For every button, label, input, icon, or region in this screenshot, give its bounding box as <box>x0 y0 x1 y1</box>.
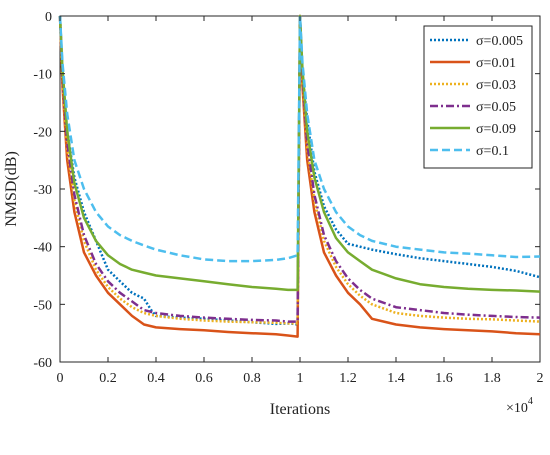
x-multiplier-base: ×10 <box>506 401 528 416</box>
y-ticks: 0 -10 -20 -30 -40 -50 -60 <box>33 10 540 371</box>
series-line-5 <box>58 14 541 263</box>
legend-box <box>423 25 533 169</box>
y-tick-label-6: -60 <box>33 356 52 371</box>
x-tick-label-5: 1 <box>297 371 304 386</box>
x-tick-label-2: 0.4 <box>147 371 165 386</box>
legend-label-2: σ=0.03 <box>476 78 516 93</box>
legend-label-3: σ=0.05 <box>476 100 516 115</box>
legend: σ=0.005 σ=0.01 σ=0.03 σ=0.05 σ=0.09 σ=0.1 <box>423 25 533 169</box>
legend-label-4: σ=0.09 <box>476 122 516 137</box>
y-tick-label-4: -40 <box>33 241 52 256</box>
x-multiplier-exponent: 4 <box>528 396 533 407</box>
x-tick-label-8: 1.6 <box>435 371 453 386</box>
y-tick-label-0: 0 <box>45 10 52 25</box>
x-tick-label-7: 1.4 <box>387 371 405 386</box>
y-tick-label-2: -20 <box>33 125 52 140</box>
series-line-0 <box>58 14 541 326</box>
x-tick-label-6: 1.2 <box>339 371 357 386</box>
series-line-2 <box>58 14 541 325</box>
y-tick-label-3: -30 <box>33 183 52 198</box>
series-line-1 <box>58 14 541 338</box>
x-ticks: 0 0.2 0.4 0.6 0.8 1 1.2 1.4 1.6 1.8 2 <box>57 16 544 386</box>
legend-label-0: σ=0.005 <box>476 34 523 49</box>
y-tick-label-5: -50 <box>33 298 52 313</box>
x-tick-label-1: 0.2 <box>99 371 117 386</box>
x-tick-label-9: 1.8 <box>483 371 501 386</box>
x-tick-label-4: 0.8 <box>243 371 261 386</box>
x-multiplier: ×104 <box>506 396 533 416</box>
series-layer <box>58 14 541 338</box>
y-tick-label-1: -10 <box>33 68 52 83</box>
x-tick-label-0: 0 <box>57 371 64 386</box>
legend-label-5: σ=0.1 <box>476 144 509 159</box>
series-line-3 <box>58 14 541 323</box>
y-axis-label: NMSD(dB) <box>3 151 20 227</box>
x-tick-label-10: 2 <box>537 371 544 386</box>
x-tick-label-3: 0.6 <box>195 371 213 386</box>
series-line-4 <box>58 14 541 293</box>
legend-label-1: σ=0.01 <box>476 56 516 71</box>
x-axis-label: Iterations <box>270 401 330 418</box>
